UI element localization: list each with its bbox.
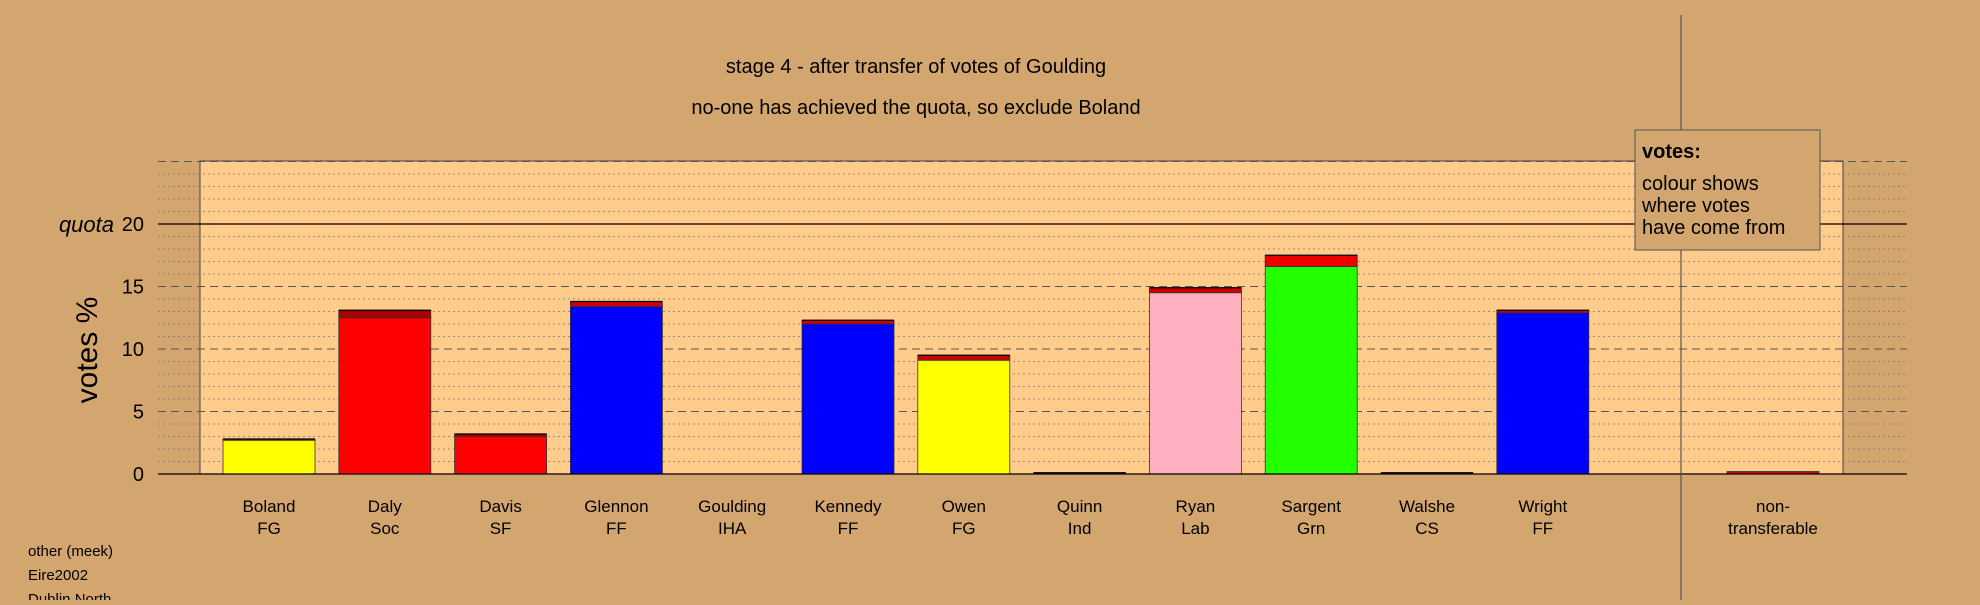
legend-line-1: colour shows: [1642, 173, 1759, 195]
chart-title: stage 4 - after transfer of votes of Gou…: [726, 56, 1106, 78]
bar-kennedy: [801, 323, 895, 475]
bar-daly: [338, 317, 432, 475]
candidate-party: Soc: [370, 519, 400, 538]
bar-transfer-sargent: [1264, 254, 1358, 267]
chart-subtitle: no-one has achieved the quota, so exclud…: [691, 97, 1140, 119]
axes: 0 5 10 15 20 Boland FG Daly Soc Davis SF Glennon FF G…: [122, 15, 1907, 600]
bar-transfer-ryan: [1149, 287, 1242, 294]
candidate-party: Grn: [1297, 519, 1325, 538]
candidate-party: IHA: [718, 519, 747, 538]
candidate-name: Sargent: [1281, 497, 1341, 516]
candidate-party: SF: [490, 519, 512, 538]
candidate-party: FF: [1532, 519, 1553, 538]
candidate-name: Owen: [942, 497, 986, 516]
legend-box: [1634, 129, 1821, 251]
legend-line-3: have come from: [1642, 217, 1785, 239]
gridlines: [158, 161, 1907, 462]
nontransferable-label-2: transferable: [1728, 519, 1818, 538]
bar-owen: [917, 359, 1011, 475]
candidate-name: Wright: [1518, 497, 1567, 516]
bar-ryan: [1149, 292, 1242, 475]
candidate-name: Boland: [243, 497, 296, 516]
candidate-party: CS: [1415, 519, 1439, 538]
candidate-name: Walshe: [1399, 497, 1455, 516]
bar-boland: [222, 439, 316, 475]
bar-glennon: [570, 306, 663, 475]
bar-davis: [454, 436, 548, 475]
footer-line-3: Dublin North: [28, 591, 111, 600]
y-tick-label: 15: [122, 277, 144, 299]
y-tick-label: 10: [122, 339, 144, 361]
footer-line-2: Eire2002: [28, 567, 88, 584]
candidate-party: Lab: [1181, 519, 1209, 538]
candidate-party: Ind: [1068, 519, 1092, 538]
footer-line-1: other (meek): [28, 543, 113, 560]
candidate-party: FG: [257, 519, 281, 538]
bar-transfer-owen: [917, 354, 1011, 361]
candidate-name: Glennon: [584, 497, 648, 516]
candidate-name: Ryan: [1176, 497, 1216, 516]
legend-line-2: where votes: [1641, 195, 1750, 217]
candidate-name: Goulding: [698, 497, 766, 516]
y-tick-label: 0: [133, 464, 144, 486]
plot-panel: [199, 160, 1844, 475]
y-tick-label: 5: [133, 402, 144, 424]
legend-title: votes:: [1642, 141, 1701, 163]
nontransferable-label-1: non-: [1756, 497, 1790, 516]
candidate-party: FF: [838, 519, 859, 538]
quota-label: quota: [59, 212, 114, 237]
legend: votes: colour shows where votes have com…: [1634, 129, 1821, 251]
bar-wright: [1496, 312, 1590, 475]
candidate-name: Quinn: [1057, 497, 1102, 516]
bar-transfer-glennon: [570, 301, 663, 307]
candidate-party: FF: [606, 519, 627, 538]
candidate-name: Kennedy: [814, 497, 882, 516]
bar-transfer-daly: [338, 309, 432, 319]
candidate-name: Davis: [479, 497, 522, 516]
chart-background: [199, 160, 1844, 475]
bar-sargent: [1264, 266, 1358, 475]
y-tick-label: 20: [122, 214, 144, 236]
candidate-name: Daly: [368, 497, 403, 516]
candidate-party: FG: [952, 519, 976, 538]
y-axis-label: votes %: [71, 297, 104, 404]
